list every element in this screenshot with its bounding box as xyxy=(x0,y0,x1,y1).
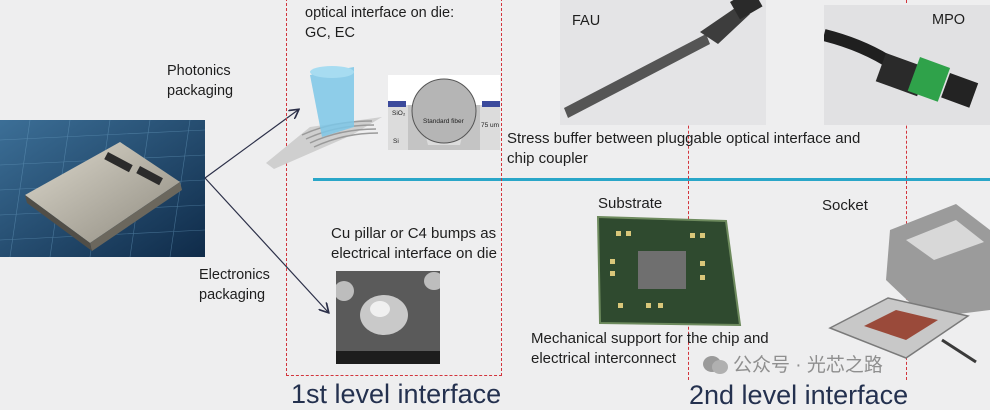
mpo-label: MPO xyxy=(932,12,966,28)
grating-coupler-image xyxy=(262,65,388,170)
dim-75um-label: 75 um xyxy=(481,122,500,129)
si-label: Si xyxy=(393,138,399,145)
socket-image xyxy=(826,200,990,375)
edge-coupler-cross-section xyxy=(388,75,500,150)
photonics-packaging-label: Photonics packaging xyxy=(167,63,234,99)
fau-label: FAU xyxy=(572,13,601,29)
substrate-image xyxy=(590,213,750,331)
stress-buffer-label: Stress buffer between pluggable optical … xyxy=(507,130,861,167)
second-level-title: 2nd level interface xyxy=(689,380,909,410)
standard-fiber-label: Standard fiber xyxy=(423,118,464,125)
wechat-icon xyxy=(702,355,728,375)
cu-pillar-label: Cu pillar or C4 bumps as electrical inter… xyxy=(331,225,497,262)
socket-label: Socket xyxy=(822,197,868,214)
second-level-right-line xyxy=(906,0,907,380)
mechanical-support-label: Mechanical support for the chip and elect… xyxy=(531,330,769,367)
first-level-box xyxy=(286,0,502,376)
optical-interface-label: optical interface on die: GC, EC xyxy=(305,5,455,41)
fau-image xyxy=(560,0,766,125)
watermark-text: 公众号 · 光芯之路 xyxy=(733,355,883,376)
chip-photo xyxy=(0,120,205,257)
electronics-packaging-label: Electronics packaging xyxy=(199,267,270,303)
section-divider xyxy=(313,178,990,181)
packaging-arrows xyxy=(204,100,340,320)
sio2-label: SiO₂ xyxy=(392,110,406,117)
mpo-image xyxy=(824,5,990,125)
second-level-left-line xyxy=(688,0,689,380)
first-level-title: 1st level interface xyxy=(291,379,502,409)
substrate-label: Substrate xyxy=(598,195,663,212)
sem-bumps-image xyxy=(336,271,440,364)
